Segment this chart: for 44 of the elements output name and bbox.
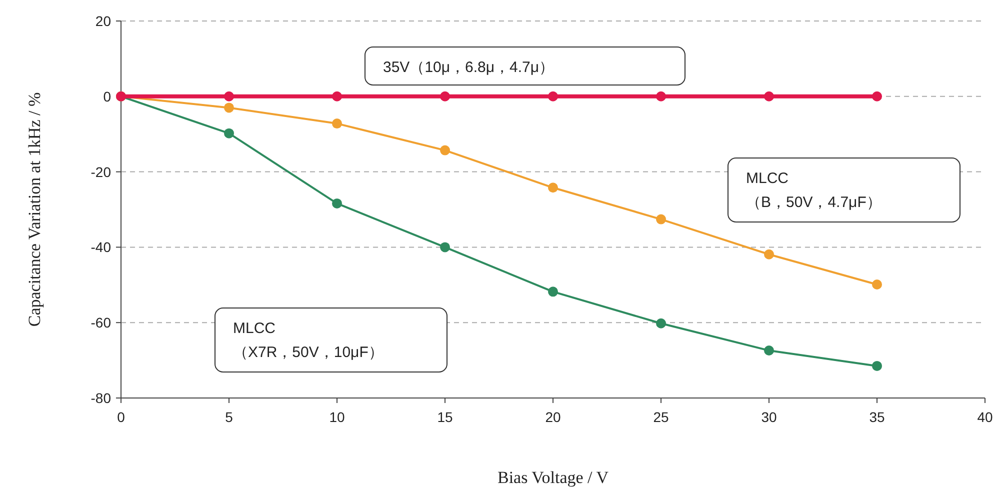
x-tick-label: 15 [437,409,453,425]
point [332,198,342,208]
point [332,91,342,102]
point [332,118,342,129]
point [656,318,666,328]
x-axis-title: Bias Voltage / V [498,468,610,487]
x-tick-label: 5 [225,409,234,425]
point [656,91,666,102]
point [764,346,774,356]
x-tick-label: 30 [761,409,777,425]
point [548,286,558,297]
annotation: MLCC （B，50V，4.7μF） [728,158,960,222]
x-tick-label: 10 [329,409,345,425]
annotation: MLCC （B，50V，4.7μF） [746,170,882,211]
point [656,214,666,224]
x-tick-label: 20 [545,409,561,425]
point [764,91,774,102]
y-tick-label: -60 [90,314,112,331]
annotation: 35V（10μ，6.8μ，4.7μ） [383,59,554,76]
point [548,182,558,193]
point [224,102,234,113]
point [764,249,774,260]
point [872,91,882,102]
point [548,91,558,102]
y-tick-label: -40 [90,239,112,256]
point [224,91,234,102]
y-tick-label: 0 [103,88,112,104]
x-tick-label: 40 [977,409,993,425]
point [872,360,882,371]
annotation: MLCC （X7R，50V，10μF） [214,308,448,372]
x-tick-label: 35 [869,409,885,425]
annotation: MLCC （X7R，50V，10μF） [233,320,384,361]
y-tick-label: 20 [95,13,112,29]
point [440,91,450,102]
x-tick-label: 25 [653,409,669,425]
annotation: 35V（10μ，6.8μ，4.7μ） [364,46,686,86]
point [872,280,882,290]
point [440,145,450,156]
y-axis-title: Capacitance Variation at 1kHz / % [25,92,44,327]
point [224,128,234,138]
x-tick-label: 0 [117,409,126,425]
y-tick-label: -20 [90,164,112,180]
y-tick-label: -80 [90,390,112,406]
point [440,242,450,252]
